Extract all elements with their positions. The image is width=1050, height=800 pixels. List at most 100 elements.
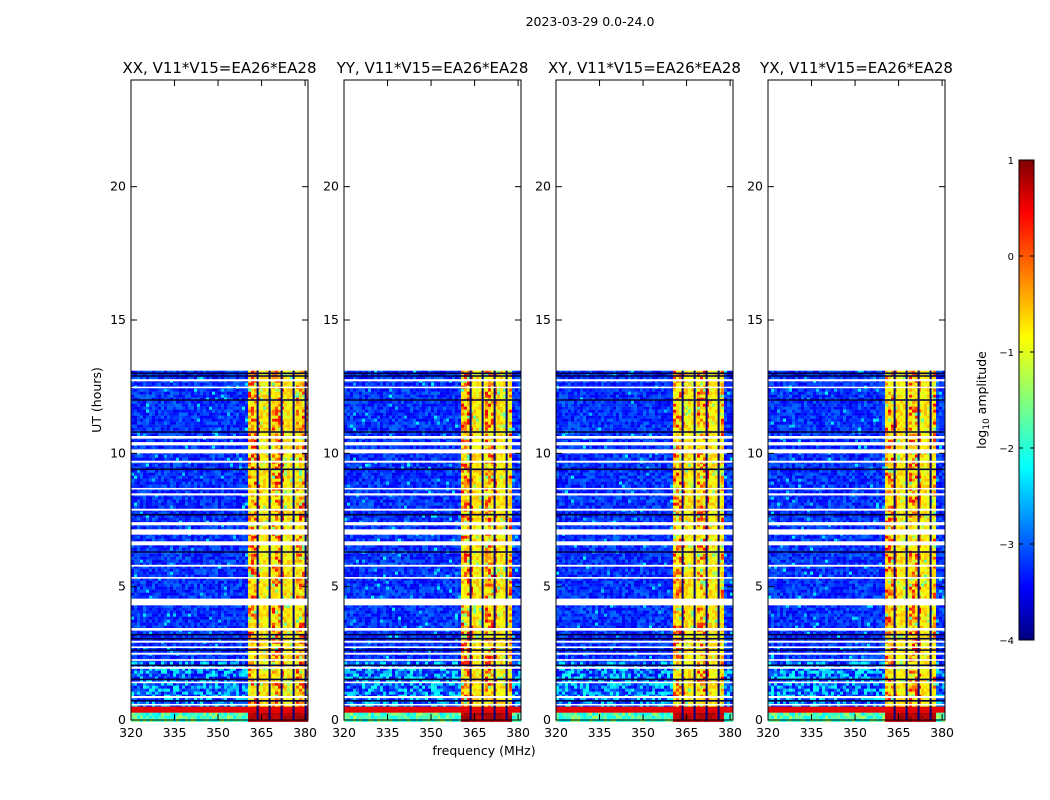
flagged-gap: [131, 461, 308, 463]
y-tick-label: 15: [535, 312, 551, 327]
flagged-gap: [556, 682, 733, 684]
y-tick-label: 20: [110, 179, 126, 194]
flagged-gap: [768, 436, 945, 439]
flagged-gap: [131, 628, 308, 631]
flagged-gap: [131, 449, 308, 453]
flagged-gap: [768, 628, 945, 631]
flagged-gap: [768, 659, 945, 661]
flagged-gap: [344, 682, 521, 684]
flagged-gap: [556, 387, 733, 389]
x-tick-label: 335: [800, 725, 824, 740]
flagged-gap: [344, 529, 521, 534]
flagged-gap: [344, 565, 521, 567]
colorbar-label: log10 amplitude: [974, 351, 992, 449]
flagged-gap: [131, 565, 308, 567]
flagged-gap: [344, 577, 521, 579]
colorbar-tick-label: 1: [1008, 156, 1014, 167]
flagged-gap: [768, 529, 945, 534]
flagged-gap: [131, 522, 308, 525]
x-tick-label: 320: [119, 725, 143, 740]
flagged-gap: [556, 488, 733, 490]
flagged-gap: [131, 488, 308, 490]
x-tick-label: 380: [293, 725, 317, 740]
flagged-gap: [556, 641, 733, 643]
flagged-gap: [344, 522, 521, 525]
flagged-gap: [768, 577, 945, 579]
flagged-gap: [131, 509, 308, 511]
flagged-gap: [556, 565, 733, 567]
flagged-gap: [344, 628, 521, 631]
flagged-gap: [768, 488, 945, 490]
flagged-gap: [556, 449, 733, 453]
flagged-gap: [131, 641, 308, 643]
flagged-gap: [131, 659, 308, 661]
flagged-gap: [768, 493, 945, 495]
flagged-gap: [556, 522, 733, 525]
flagged-gap: [344, 646, 521, 648]
flagged-gap: [344, 442, 521, 445]
colorbar-tick-label: 0: [1008, 252, 1014, 263]
flagged-gap: [768, 379, 945, 381]
flagged-gap: [131, 704, 308, 706]
flagged-gap: [131, 436, 308, 439]
flagged-gap: [556, 628, 733, 631]
y-tick-label: 20: [323, 179, 339, 194]
flagged-gap: [768, 667, 945, 669]
x-tick-label: 335: [163, 725, 187, 740]
flagged-gap: [131, 529, 308, 534]
flagged-gap: [131, 599, 308, 606]
panel-title: XX, V11*V15=EA26*EA28: [122, 59, 316, 77]
x-tick-label: 350: [631, 725, 655, 740]
flagged-gap: [768, 599, 945, 606]
panel-title: YX, V11*V15=EA26*EA28: [759, 59, 953, 77]
y-tick-label: 10: [535, 445, 551, 460]
flagged-gap: [556, 541, 733, 545]
colorbar-tick-label: −3: [999, 540, 1014, 551]
x-tick-label: 335: [376, 725, 400, 740]
y-tick-label: 20: [535, 179, 551, 194]
x-tick-label: 350: [843, 725, 867, 740]
flagged-gap: [768, 449, 945, 453]
x-tick-label: 380: [506, 725, 530, 740]
figure-title: 2023-03-29 0.0-24.0: [526, 14, 655, 29]
y-tick-label: 0: [331, 712, 339, 727]
flagged-gap: [344, 379, 521, 381]
flagged-gap: [768, 641, 945, 643]
flagged-gap: [131, 667, 308, 669]
y-axis-label: UT (hours): [89, 367, 104, 433]
flagged-gap: [556, 659, 733, 661]
flagged-gap: [344, 387, 521, 389]
flagged-gap: [344, 667, 521, 669]
flagged-gap: [344, 641, 521, 643]
y-tick-label: 5: [118, 579, 126, 594]
flagged-gap: [768, 541, 945, 545]
flagged-gap: [344, 659, 521, 661]
flagged-gap: [131, 379, 308, 381]
y-tick-label: 0: [755, 712, 763, 727]
flagged-gap: [131, 493, 308, 495]
x-tick-label: 365: [887, 725, 911, 740]
flagged-gap: [131, 541, 308, 545]
flagged-gap: [768, 442, 945, 445]
y-tick-label: 5: [331, 579, 339, 594]
flagged-gap: [768, 565, 945, 567]
flagged-gap: [131, 653, 308, 655]
flagged-gap: [344, 461, 521, 463]
x-tick-label: 365: [463, 725, 487, 740]
flagged-gap: [556, 442, 733, 445]
flagged-gap: [556, 577, 733, 579]
flagged-gap: [131, 387, 308, 389]
x-tick-label: 320: [544, 725, 568, 740]
flagged-gap: [131, 442, 308, 445]
x-tick-label: 380: [930, 725, 954, 740]
y-tick-label: 0: [118, 712, 126, 727]
flagged-gap: [131, 646, 308, 648]
flagged-gap: [556, 379, 733, 381]
y-tick-label: 20: [747, 179, 763, 194]
flagged-gap: [768, 682, 945, 684]
panel-title: YY, V11*V15=EA26*EA28: [336, 59, 529, 77]
flagged-gap: [768, 509, 945, 511]
x-tick-label: 365: [250, 725, 274, 740]
